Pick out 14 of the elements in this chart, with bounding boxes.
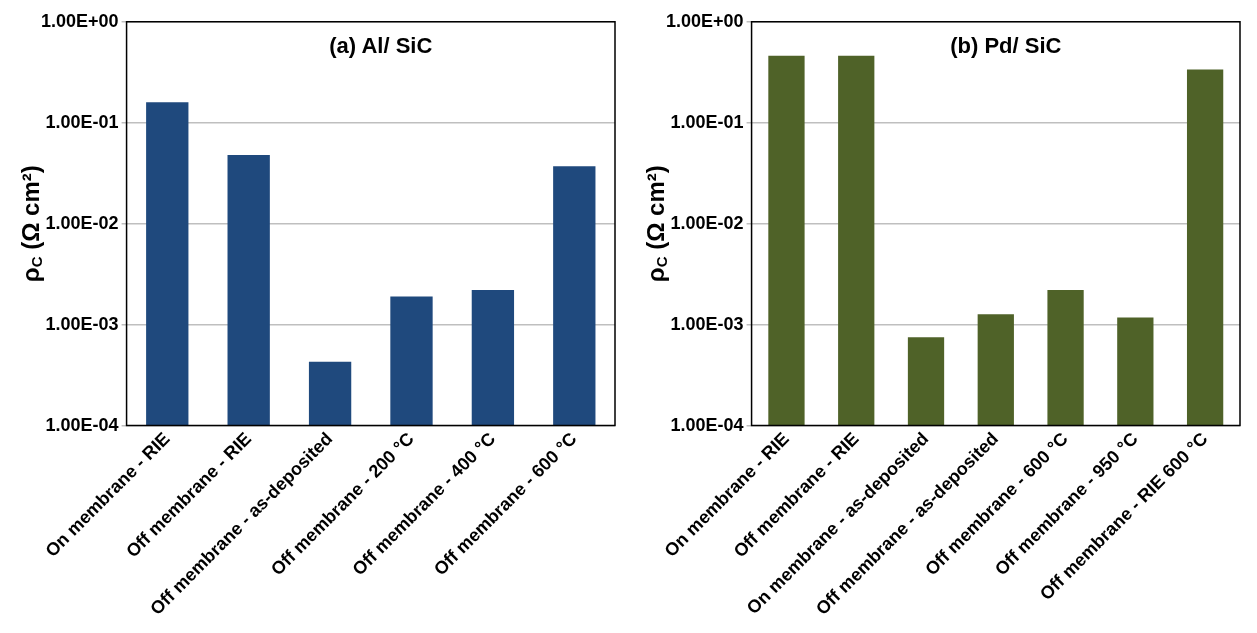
y-tick-label: 1.00E-02 — [45, 212, 119, 233]
y-tick-label: 1.00E+00 — [665, 10, 744, 31]
y-tick-label: 1.00E-01 — [670, 111, 744, 132]
y-tick-label: 1.00E-03 — [670, 313, 744, 334]
y-axis-title: ρC (Ω cm²) — [641, 165, 671, 283]
y-tick-label: 1.00E-03 — [45, 313, 119, 334]
y-tick-label: 1.00E+00 — [40, 10, 119, 31]
text: (a) Al/ SiC — [329, 32, 433, 58]
y-tick-label: 1.00E-01 — [45, 111, 119, 132]
y-tick-label: 1.00E-02 — [670, 212, 744, 233]
y-tick-label: 1.00E-04 — [670, 414, 744, 435]
y-tick-label: 1.00E-04 — [45, 414, 119, 435]
y-axis-title: ρC (Ω cm²) — [16, 165, 46, 283]
text: (b) Pd/ SiC — [950, 32, 1062, 58]
